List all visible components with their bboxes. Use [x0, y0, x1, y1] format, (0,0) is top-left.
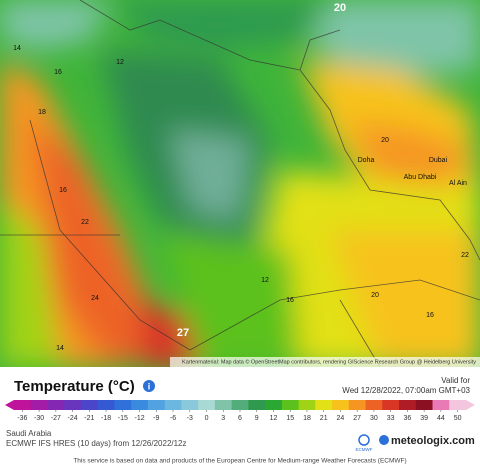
legend-tick-label: 36	[404, 415, 412, 422]
model-run: ECMWF IFS HRES (10 days) from 12/26/2022…	[6, 439, 187, 448]
legend-tick-label: 50	[454, 415, 462, 422]
map-label: 16	[54, 69, 62, 76]
legend-tick-label: 3	[221, 415, 225, 422]
map-label: 22	[81, 219, 89, 226]
map-label: 12	[116, 59, 124, 66]
legend-swatch	[214, 400, 233, 410]
legend-swatch	[432, 400, 450, 410]
info-icon-glyph: i	[148, 381, 151, 391]
legend-tick-label: 12	[270, 415, 278, 422]
legend-tick-label: -3	[187, 415, 193, 422]
legend-swatch	[415, 400, 434, 410]
legend-tick-label: 21	[320, 415, 328, 422]
map: 20 14 16 18 16 22 24 14 12 12 16 20 20 Dubai Doha Abu D…	[0, 0, 480, 367]
legend-swatch	[131, 400, 149, 410]
legend-swatch	[147, 400, 166, 410]
legend-arrow-left	[5, 400, 14, 410]
legend-swatch	[332, 400, 350, 410]
legend-swatch	[248, 400, 266, 410]
legend-tick-label: 30	[370, 415, 378, 422]
map-label: Al Ain	[449, 180, 467, 187]
valid-time: Wed 12/28/2022, 07:00am GMT+03	[342, 386, 470, 395]
legend-swatch	[399, 400, 417, 410]
legend-tick-label: 44	[437, 415, 445, 422]
legend-tick-label: 15	[286, 415, 294, 422]
borders	[0, 0, 480, 367]
legend-tick-label: -27	[51, 415, 61, 422]
legend-swatch	[80, 400, 99, 410]
legend-swatch	[265, 400, 283, 410]
map-label: Dubai	[429, 157, 448, 164]
legend-tick-label: 24	[337, 415, 345, 422]
legend-tick-label: 39	[420, 415, 428, 422]
legend-tick-label: -15	[118, 415, 128, 422]
map-label: Abu Dhabi	[404, 174, 437, 181]
map-label: 20	[371, 292, 379, 299]
legend-swatch	[30, 400, 48, 410]
map-label: 16	[286, 297, 294, 304]
temperature-field	[0, 0, 480, 367]
legend-swatch	[348, 400, 367, 410]
map-label: 16	[426, 312, 434, 319]
notice: This service is based on data and produc…	[73, 458, 406, 465]
legend-swatch	[449, 400, 467, 410]
legend-swatch	[315, 400, 333, 410]
map-label: 27	[177, 327, 189, 339]
info-icon[interactable]	[143, 380, 155, 392]
brand-logo	[379, 435, 389, 445]
map-label: 14	[56, 345, 64, 352]
legend-tick-label: 9	[255, 415, 259, 422]
map-label: 20	[381, 137, 389, 144]
legend-swatch	[298, 400, 316, 410]
map-label: 24	[91, 295, 99, 302]
legend-tick-label: -12	[134, 415, 144, 422]
legend-tick-label: -36	[17, 415, 27, 422]
map-label: 20	[334, 2, 346, 14]
legend-swatch	[114, 400, 132, 410]
ecmwf-text: ECMWF	[356, 447, 373, 452]
legend-swatch	[231, 400, 249, 410]
map-label: 22	[461, 252, 469, 259]
legend-swatch	[164, 400, 182, 410]
legend-tick-label: -6	[170, 415, 176, 422]
legend-swatch	[64, 400, 82, 410]
legend-tick-label: 27	[353, 415, 361, 422]
legend-arrow-right	[466, 400, 475, 410]
map-label: 14	[13, 45, 21, 52]
map-label: 16	[59, 187, 67, 194]
attribution-bg	[170, 357, 480, 367]
title: Temperature (°C)	[14, 378, 135, 395]
map-label: 12	[261, 277, 269, 284]
color-legend: -36 -30 -27 -24 -21 -18 -15 -12 -9 -6 -3 0 3 6 9 12 15 18…	[5, 400, 475, 422]
legend-swatch	[181, 400, 199, 410]
legend-swatch	[47, 400, 65, 410]
legend-tick-label: 6	[238, 415, 242, 422]
legend-tick-label: -9	[153, 415, 159, 422]
legend-swatch	[97, 400, 115, 410]
ecmwf-logo	[358, 434, 370, 446]
legend-tick-label: -24	[68, 415, 78, 422]
attribution: Kartenmaterial: Map data © OpenStreetMap…	[182, 358, 476, 365]
brand: meteologix.com	[391, 435, 475, 447]
legend-tick-label: -18	[101, 415, 111, 422]
map-labels: 20 14 16 18 16 22 24 14 12 12 16 20 20 Dubai Doha Abu D…	[13, 2, 469, 352]
region: Saudi Arabia	[6, 429, 52, 438]
legend-swatch	[198, 400, 216, 410]
valid-label: Valid for	[441, 376, 470, 385]
legend-swatch	[365, 400, 383, 410]
map-label: 18	[38, 109, 46, 116]
legend-tick-label: 18	[303, 415, 311, 422]
legend-tick-label: 0	[205, 415, 209, 422]
legend-swatch	[14, 400, 32, 410]
legend-tick-label: 33	[387, 415, 395, 422]
map-label: Doha	[358, 157, 375, 164]
legend-swatch	[281, 400, 300, 410]
legend-tick-label: -21	[84, 415, 94, 422]
legend-swatch	[382, 400, 400, 410]
legend-tick-label: -30	[34, 415, 44, 422]
